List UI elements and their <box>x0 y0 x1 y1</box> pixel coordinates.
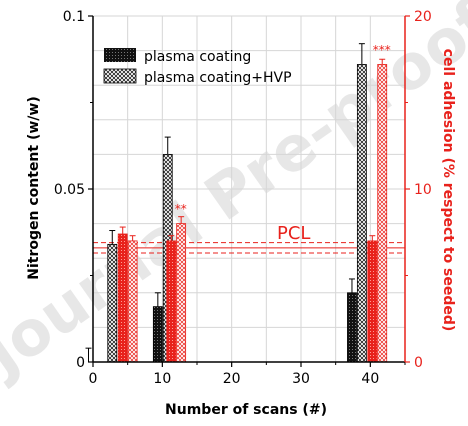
bar-series-0-point-3 <box>347 292 357 363</box>
legend-swatch-plasma-coating-hvp <box>103 68 137 84</box>
bar-series-3-point-0 <box>127 240 138 363</box>
x-tick-label: 30 <box>292 371 310 387</box>
tick-labels: 0 10 20 30 40 0 0.05 0.1 0 10 20 <box>54 9 432 387</box>
y-right-tick-label: 0 <box>414 355 423 371</box>
x-tick-label: 10 <box>153 371 171 387</box>
x-tick-label: 40 <box>361 371 379 387</box>
y-right-tick-label: 10 <box>414 182 432 198</box>
pcl-label: PCL <box>277 223 310 244</box>
legend: plasma coating plasma coating+HVP <box>103 48 292 86</box>
annotations: ***** <box>175 43 391 216</box>
reference-line <box>93 242 405 254</box>
legend-swatch-plasma-coating <box>104 48 136 62</box>
legend-label-plasma-coating: plasma coating <box>144 49 251 65</box>
y-left-tick-label: 0 <box>76 355 85 371</box>
bar-series-1-point-0 <box>107 243 118 363</box>
bar-series-1-point-2 <box>356 64 367 363</box>
x-axis-title: Number of scans (#) <box>165 402 327 418</box>
y-left-tick-label: 0.05 <box>54 182 85 198</box>
y-left-tick-label: 0.1 <box>63 9 85 25</box>
legend-label-plasma-coating-hvp: plasma coating+HVP <box>144 70 292 86</box>
error-bars <box>85 43 386 362</box>
y-axis-right-title: cell adhesion (% respect to seeded) <box>440 49 456 332</box>
bar-series-0-point-2 <box>152 306 163 363</box>
bar-series-2-point-1 <box>166 240 177 363</box>
x-tick-label: 0 <box>89 371 98 387</box>
bar-series-3-point-2 <box>377 64 388 363</box>
y-axis-left-title: Nitrogen content (w/w) <box>26 96 42 279</box>
y-right-tick-label: 20 <box>414 9 432 25</box>
significance-annotation: ** <box>175 202 187 216</box>
axes <box>88 15 410 367</box>
bar-series-2-point-2 <box>367 240 378 363</box>
bar-series-3-point-1 <box>176 223 187 363</box>
significance-annotation: *** <box>373 43 391 57</box>
x-tick-label: 20 <box>223 371 241 387</box>
bar-series-2-point-0 <box>117 233 128 363</box>
